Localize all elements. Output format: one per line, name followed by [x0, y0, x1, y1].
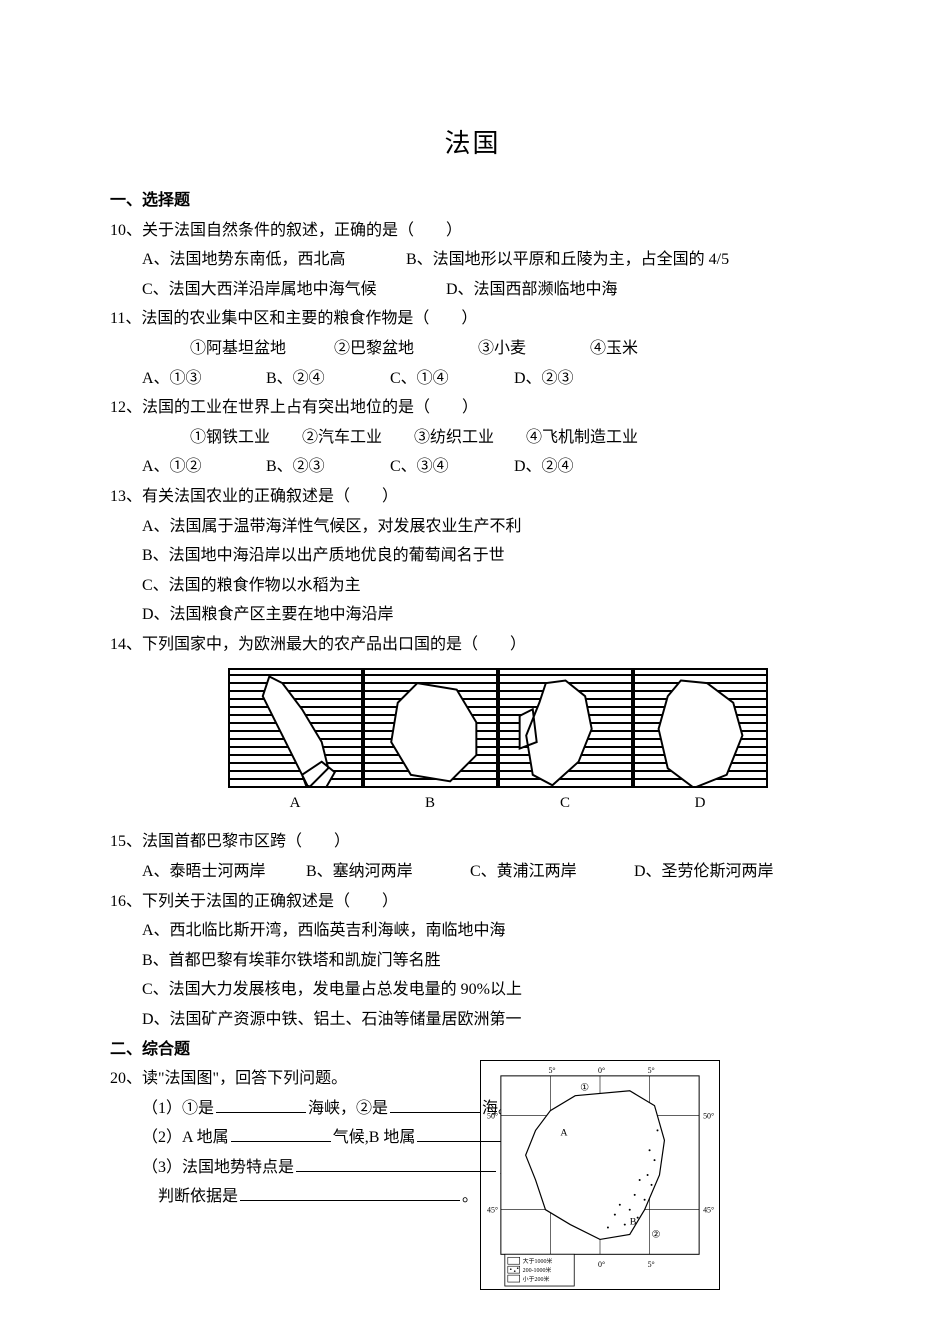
- svg-text:50°: 50°: [487, 1112, 498, 1121]
- q15-optC: C、黄浦江两岸: [470, 857, 630, 887]
- q20-stem: 20、读"法国图"，回答下列问题。: [110, 1064, 835, 1094]
- q14-map-row: A B C D: [160, 668, 835, 818]
- q12-optD: D、②④: [514, 458, 574, 475]
- q13-optC: C、法国的粮食作物以水稻为主: [110, 571, 835, 601]
- q11-items: ①阿基坦盆地 ②巴黎盆地 ③小麦 ④玉米: [110, 334, 835, 364]
- blank-2-1[interactable]: [231, 1126, 331, 1142]
- q14-map-C: [498, 668, 633, 788]
- question-16: 16、下列关于法国的正确叙述是（ ） A、西北临比斯开湾，西临英吉利海峡，南临地…: [110, 887, 835, 1035]
- q13-optA: A、法国属于温带海洋性气候区，对发展农业生产不利: [110, 512, 835, 542]
- q10-optB: B、法国地形以平原和丘陵为主，占全国的 4/5: [406, 251, 729, 268]
- svg-text:小于200米: 小于200米: [523, 1275, 550, 1283]
- q16-optD: D、法国矿产资源中铁、铝土、石油等储量居欧洲第一: [110, 1005, 835, 1035]
- blank-1-2[interactable]: [390, 1097, 480, 1113]
- question-13: 13、有关法国农业的正确叙述是（ ） A、法国属于温带海洋性气候区，对发展农业生…: [110, 482, 835, 630]
- q20-1b: 海峡，②是: [308, 1100, 388, 1117]
- q20-3a: （3）法国地势特点是: [142, 1159, 294, 1176]
- q15-optB: B、塞纳河两岸: [306, 857, 466, 887]
- svg-text:200-1000米: 200-1000米: [523, 1266, 552, 1274]
- section-2-header: 二、综合题: [110, 1035, 835, 1065]
- q15-stem: 15、法国首都巴黎市区跨（ ）: [110, 827, 835, 857]
- q20-1a: （1）①是: [142, 1100, 214, 1117]
- q20-2a: （2）A 地属: [142, 1129, 229, 1146]
- q13-stem: 13、有关法国农业的正确叙述是（ ）: [110, 482, 835, 512]
- france-map: 5° 0° 5° 50° 50° 45° 45° 0° 5° ① ② A B: [480, 1060, 720, 1290]
- blank-4-1[interactable]: [240, 1185, 460, 1201]
- q16-stem: 16、下列关于法国的正确叙述是（ ）: [110, 887, 835, 917]
- question-20: 20、读"法国图"，回答下列问题。 5° 0° 5° 50° 50° 45° 4…: [110, 1064, 835, 1212]
- q12-items: ①钢铁工业 ②汽车工业 ③纺织工业 ④飞机制造工业: [110, 423, 835, 453]
- q10-optD: D、法国西部濒临地中海: [446, 281, 618, 298]
- q11-optB: B、②④: [266, 364, 386, 394]
- q14-label-A: A: [228, 790, 363, 818]
- q13-optB: B、法国地中海沿岸以出产质地优良的葡萄闻名于世: [110, 541, 835, 571]
- q15-optD: D、圣劳伦斯河两岸: [634, 863, 774, 880]
- q11-stem: 11、法国的农业集中区和主要的粮食作物是（ ）: [110, 304, 835, 334]
- q12-optB: B、②③: [266, 452, 386, 482]
- svg-text:A: A: [560, 1127, 568, 1138]
- svg-text:①: ①: [580, 1083, 589, 1094]
- question-14: 14、下列国家中，为欧洲最大的农产品出口国的是（ ） A B: [110, 630, 835, 817]
- q12-optC: C、③④: [390, 452, 510, 482]
- blank-3-1[interactable]: [296, 1156, 496, 1172]
- q20-4b: 。: [462, 1188, 478, 1205]
- q11-optA: A、①③: [142, 364, 262, 394]
- q12-optA: A、①②: [142, 452, 262, 482]
- svg-text:45°: 45°: [703, 1206, 714, 1215]
- q15-optA: A、泰晤士河两岸: [142, 857, 302, 887]
- q10-optC: C、法国大西洋沿岸属地中海气候: [142, 275, 442, 305]
- question-10: 10、关于法国自然条件的叙述，正确的是（ ） A、法国地势东南低，西北高 B、法…: [110, 216, 835, 305]
- svg-text:50°: 50°: [703, 1112, 714, 1121]
- q11-optD: D、②③: [514, 370, 574, 387]
- q16-optA: A、西北临比斯开湾，西临英吉利海峡，南临地中海: [110, 916, 835, 946]
- svg-text:大于1000米: 大于1000米: [523, 1257, 553, 1265]
- q14-map-B: [363, 668, 498, 788]
- question-15: 15、法国首都巴黎市区跨（ ） A、泰晤士河两岸 B、塞纳河两岸 C、黄浦江两岸…: [110, 827, 835, 886]
- q10-stem: 10、关于法国自然条件的叙述，正确的是（ ）: [110, 216, 835, 246]
- q10-optA: A、法国地势东南低，西北高: [142, 245, 402, 275]
- q12-stem: 12、法国的工业在世界上占有突出地位的是（ ）: [110, 393, 835, 423]
- q14-map-D: [633, 668, 768, 788]
- question-11: 11、法国的农业集中区和主要的粮食作物是（ ） ①阿基坦盆地 ②巴黎盆地 ③小麦…: [110, 304, 835, 393]
- svg-text:0°: 0°: [598, 1066, 605, 1075]
- q14-label-D: D: [633, 790, 768, 818]
- q13-optD: D、法国粮食产区主要在地中海沿岸: [110, 600, 835, 630]
- q16-optB: B、首都巴黎有埃菲尔铁塔和凯旋门等名胜: [110, 946, 835, 976]
- q14-label-B: B: [363, 790, 498, 818]
- section-1-header: 一、选择题: [110, 186, 835, 216]
- q14-label-C: C: [498, 790, 633, 818]
- svg-text:B: B: [630, 1217, 637, 1228]
- svg-text:5°: 5°: [548, 1066, 555, 1075]
- q20-4a: 判断依据是: [158, 1188, 238, 1205]
- blank-1-1[interactable]: [216, 1097, 306, 1113]
- q16-optC: C、法国大力发展核电，发电量占总发电量的 90%以上: [110, 975, 835, 1005]
- svg-text:5°: 5°: [648, 1260, 655, 1269]
- q14-stem: 14、下列国家中，为欧洲最大的农产品出口国的是（ ）: [110, 630, 835, 660]
- question-12: 12、法国的工业在世界上占有突出地位的是（ ） ①钢铁工业 ②汽车工业 ③纺织工…: [110, 393, 835, 482]
- svg-text:②: ②: [652, 1230, 661, 1241]
- svg-text:45°: 45°: [487, 1206, 498, 1215]
- q20-2b: 气候,B 地属: [333, 1129, 416, 1146]
- q11-optC: C、①④: [390, 364, 510, 394]
- q14-map-A: [228, 668, 363, 788]
- svg-text:5°: 5°: [648, 1066, 655, 1075]
- svg-text:0°: 0°: [598, 1260, 605, 1269]
- page-title: 法国: [110, 120, 835, 168]
